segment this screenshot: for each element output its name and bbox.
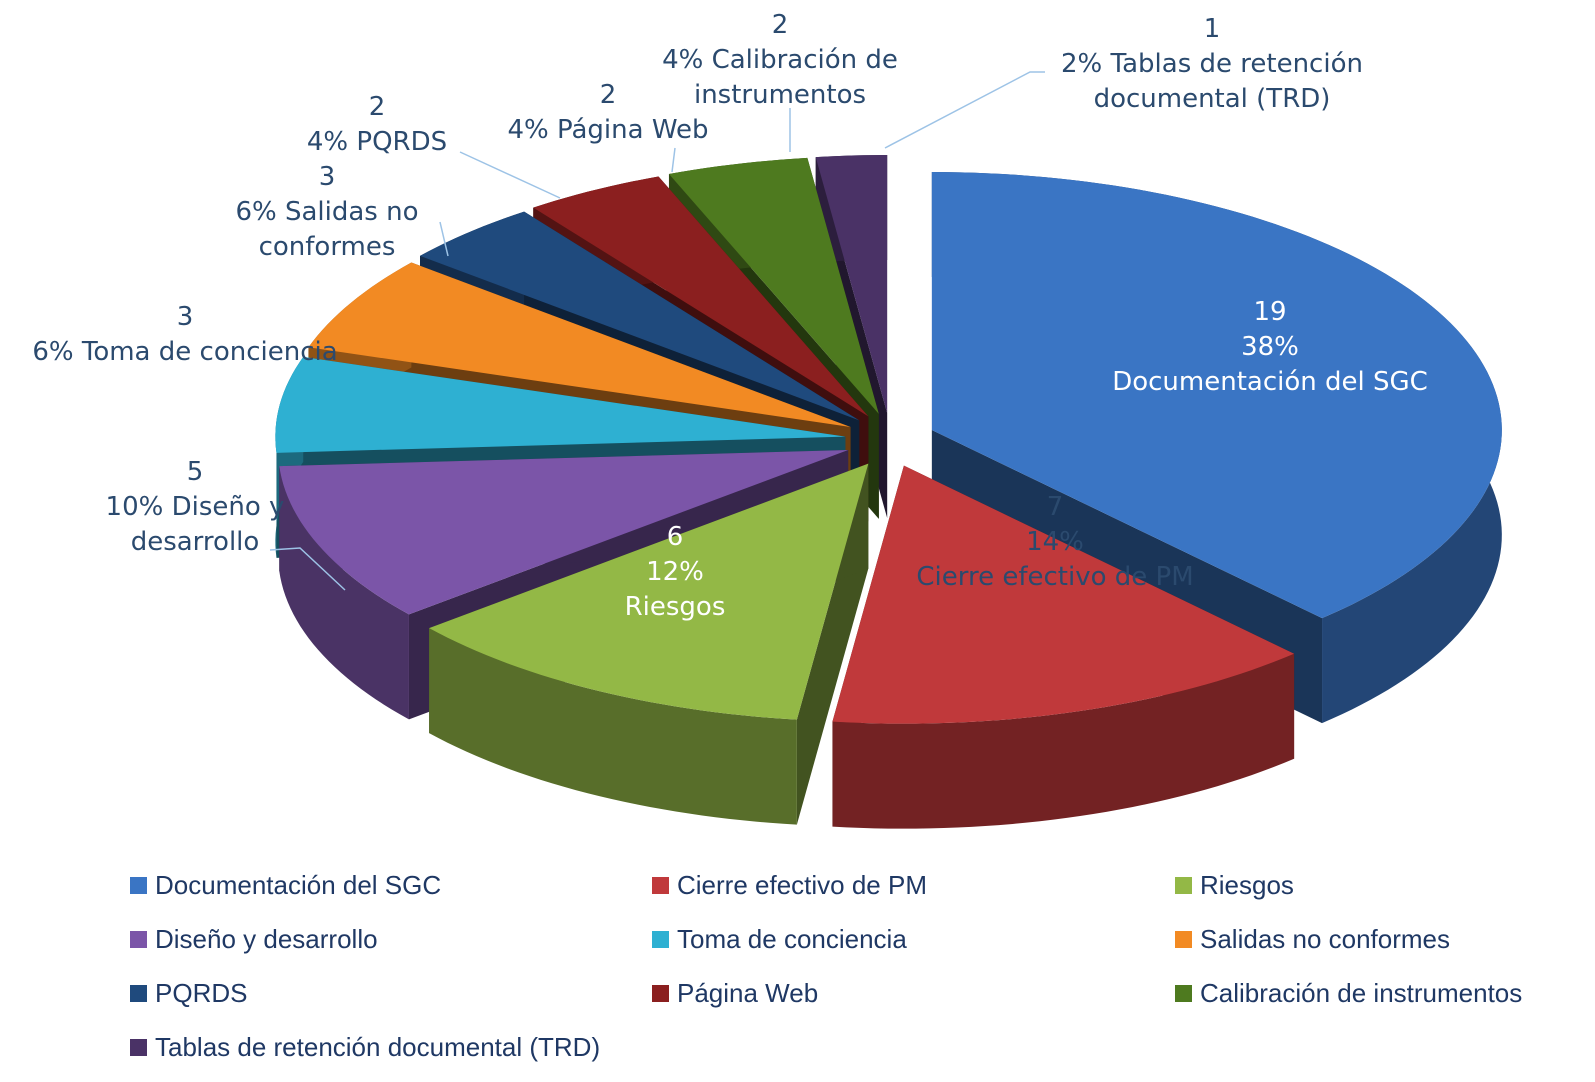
leader-line	[884, 71, 1045, 149]
label-category: Cierre efectivo de PM	[916, 562, 1194, 592]
legend-swatch	[652, 931, 669, 948]
slices	[275, 155, 1502, 829]
legend-swatch	[130, 985, 147, 1002]
data-label: 6 12% Riesgos	[575, 520, 775, 625]
label-count: 1	[1203, 14, 1221, 44]
legend-swatch	[652, 877, 669, 894]
legend-swatch	[130, 877, 147, 894]
legend-label: Tablas de retención documental (TRD)	[155, 1032, 601, 1062]
legend-item: Diseño y desarrollo	[130, 924, 378, 955]
legend-swatch	[652, 985, 669, 1002]
leader-line	[671, 147, 676, 173]
label-count: 3	[318, 162, 336, 192]
label-category: Toma de conciencia	[81, 337, 338, 367]
label-category: Tablas de retención documental (TRD)	[1093, 49, 1363, 114]
label-percent: 6%	[32, 337, 74, 367]
label-percent: 12%	[646, 557, 704, 587]
label-category: Salidas no conformes	[258, 197, 419, 262]
legend-item: Página Web	[652, 978, 818, 1009]
legend-item: Cierre efectivo de PM	[652, 870, 927, 901]
legend-item: Toma de conciencia	[652, 924, 907, 955]
label-percent: 14%	[1026, 527, 1084, 557]
label-percent: 6%	[235, 197, 277, 227]
label-count: 2	[771, 10, 789, 40]
legend-item: Documentación del SGC	[130, 870, 441, 901]
label-percent: 4%	[662, 45, 704, 75]
slice-top	[668, 157, 879, 414]
legend-label: Calibración de instrumentos	[1200, 978, 1523, 1008]
label-count: 7	[1046, 492, 1064, 522]
slice-top	[931, 172, 1502, 619]
label-count: 5	[186, 457, 204, 487]
label-percent: 4%	[507, 115, 549, 145]
legend-item: PQRDS	[130, 978, 247, 1009]
label-count: 2	[368, 92, 386, 122]
slice-wall	[832, 653, 1295, 829]
leader-line	[269, 547, 346, 591]
legend-label: Página Web	[677, 978, 819, 1008]
label-percent: 10%	[105, 492, 164, 522]
label-percent: 2%	[1061, 49, 1103, 79]
data-label: 3 6% Salidas no conformes	[207, 160, 447, 265]
slice-top	[279, 449, 849, 615]
label-category: PQRDS	[356, 127, 448, 157]
label-percent: 4%	[306, 127, 349, 157]
label-category: Página Web	[556, 115, 709, 145]
legend-swatch	[1175, 931, 1192, 948]
label-category: Calibración de instrumentos	[693, 45, 898, 110]
data-label: 1 2% Tablas de retención documental (TRD)	[1032, 12, 1392, 117]
legend-swatch	[1175, 985, 1192, 1002]
slice-top	[832, 465, 1295, 724]
label-category: Diseño y desarrollo	[130, 492, 285, 557]
legend-swatch	[130, 1039, 147, 1056]
data-label: 2 4% Calibración de instrumentos	[640, 8, 920, 113]
label-count: 3	[176, 302, 194, 332]
slice-top	[429, 463, 869, 720]
data-label: 2 4% PQRDS	[277, 90, 477, 160]
legend-label: Cierre efectivo de PM	[677, 870, 927, 900]
legend-swatch	[130, 931, 147, 948]
label-category: Riesgos	[624, 592, 726, 622]
data-label: 2 4% Página Web	[478, 78, 738, 148]
legend-label: Salidas no conformes	[1200, 924, 1451, 954]
legend-item: Tablas de retención documental (TRD)	[130, 1032, 600, 1063]
label-count: 19	[1253, 297, 1287, 327]
slice-top	[308, 262, 851, 427]
legend-label: Toma de conciencia	[677, 924, 907, 954]
slice-top	[420, 211, 860, 421]
legend-item: Salidas no conformes	[1175, 924, 1450, 955]
label-count: 2	[599, 80, 617, 110]
slice-top	[275, 356, 846, 453]
leader-line	[439, 221, 449, 257]
legend-item: Calibración de instrumentos	[1175, 978, 1522, 1009]
slice-top	[815, 155, 888, 414]
legend-label: Diseño y desarrollo	[155, 924, 378, 954]
slice-wall	[279, 466, 409, 720]
slice-top	[533, 176, 869, 417]
leader-line	[459, 151, 561, 199]
data-label: 7 14% Cierre efectivo de PM	[885, 490, 1225, 595]
legend-label: PQRDS	[155, 978, 248, 1008]
legend-swatch	[1175, 877, 1192, 894]
label-percent: 38%	[1241, 332, 1299, 362]
slice-wall	[429, 628, 797, 825]
label-count: 6	[666, 522, 684, 552]
data-label: 5 10% Diseño y desarrollo	[75, 455, 315, 560]
legend-label: Riesgos	[1200, 870, 1294, 900]
label-category: Documentación del SGC	[1112, 367, 1428, 397]
data-label: 19 38% Documentación del SGC	[1110, 295, 1430, 400]
legend-item: Riesgos	[1175, 870, 1294, 901]
data-label: 3 6% Toma de conciencia	[0, 300, 370, 370]
legend-label: Documentación del SGC	[155, 870, 442, 900]
